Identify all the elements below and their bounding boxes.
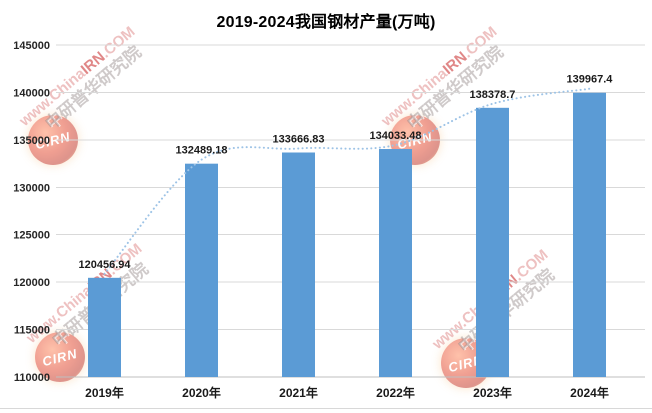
- bottom-divider: [0, 408, 652, 409]
- x-tick-label: 2022年: [376, 385, 415, 400]
- bar-2023年: [476, 107, 509, 377]
- chart-title: 2019-2024我国钢材产量(万吨): [216, 14, 436, 31]
- y-tick-label: 130000: [13, 182, 50, 194]
- bar-2020年: [185, 163, 218, 377]
- watermark-cluster: CIRN www.ChinaIRN.COM 中研普华研究院: [23, 240, 152, 382]
- trend-dotted-line: [103, 87, 591, 275]
- bar-2022年: [379, 149, 412, 377]
- y-tick-label: 120000: [13, 277, 50, 289]
- cirn-logo-icon: CIRN: [35, 332, 85, 382]
- x-tick-label: 2021年: [279, 385, 318, 400]
- x-tick-label: 2020年: [182, 385, 221, 400]
- value-label: 134033.48: [370, 130, 422, 142]
- value-label: 138378.7: [470, 89, 516, 101]
- y-tick-label: 145000: [13, 40, 50, 52]
- y-tick-label: 135000: [13, 135, 50, 147]
- y-tick-label: 110000: [14, 372, 50, 384]
- bar-2019年: [88, 277, 121, 377]
- value-label: 120456.94: [79, 259, 132, 271]
- y-tick-label: 115000: [14, 325, 50, 337]
- x-tick-label: 2019年: [85, 385, 124, 400]
- value-label: 133666.83: [273, 134, 325, 146]
- y-tick-label: 140000: [13, 87, 50, 99]
- value-label: 139967.4: [567, 74, 614, 86]
- x-tick-label: 2023年: [473, 385, 512, 400]
- bar-2024年: [573, 92, 606, 378]
- x-tick-label: 2024年: [570, 385, 609, 400]
- y-tick-label: 125000: [13, 230, 50, 242]
- value-label: 132489.18: [176, 145, 228, 157]
- bar-2021年: [282, 152, 315, 377]
